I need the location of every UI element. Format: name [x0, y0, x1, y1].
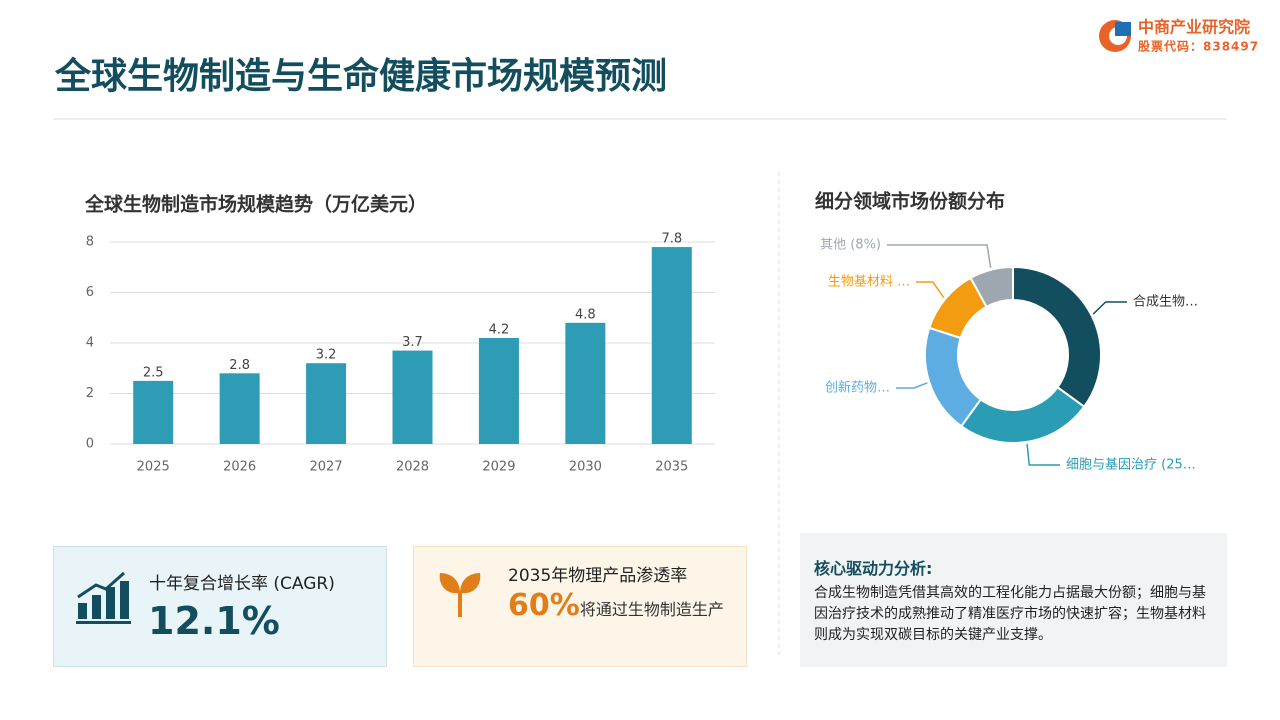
- sprout-icon: [439, 573, 481, 617]
- x-tick-label: 2025: [137, 460, 170, 475]
- card-label: 2035年物理产品渗透率: [508, 566, 688, 586]
- bar: [392, 350, 433, 444]
- card-text: 将通过生物制造生产: [579, 600, 724, 619]
- logo-code: 股票代码：838497: [1138, 39, 1259, 54]
- value-label: 7.8: [661, 232, 682, 247]
- y-tick-label: 0: [86, 437, 94, 452]
- value-label: 3.2: [316, 348, 337, 363]
- slice-label: 创新药物…: [825, 380, 890, 396]
- value-label: 2.8: [229, 358, 250, 373]
- bar: [306, 363, 347, 444]
- bar: [651, 247, 692, 444]
- slice-label: 生物基材料 …: [828, 275, 910, 290]
- analysis-title: 核心驱动力分析:: [814, 559, 933, 578]
- bar-title: 全球生物制造市场规模趋势（万亿美元）: [84, 193, 427, 216]
- x-tick-label: 2026: [223, 460, 256, 475]
- card-body: 60%将通过生物制造生产: [508, 591, 733, 625]
- bar: [219, 373, 260, 444]
- x-tick-label: 2027: [310, 460, 343, 475]
- leader-line: [1026, 443, 1060, 466]
- donut-slice: [924, 326, 983, 428]
- analysis-card: 核心驱动力分析: 合成生物制造凭借其高效的工程化能力占据最大份额；细胞与基因治疗…: [800, 533, 1227, 667]
- donut-slice: [959, 385, 1086, 444]
- penetration-card: 2035年物理产品渗透率 60%将通过生物制造生产: [413, 546, 747, 667]
- y-tick-label: 8: [86, 235, 94, 250]
- logo-mark-block: [1115, 22, 1131, 36]
- slice-label: 合成生物…: [1133, 295, 1198, 310]
- slice-label: 细胞与基因治疗 (25…: [1066, 458, 1196, 473]
- bar: [133, 380, 174, 444]
- leader-line: [916, 281, 945, 299]
- y-tick-label: 4: [86, 336, 94, 351]
- card-value: 12.1%: [148, 599, 280, 643]
- pie-title: 细分领域市场份额分布: [815, 190, 1005, 213]
- value-label: 3.7: [402, 335, 423, 350]
- y-tick-label: 6: [86, 285, 94, 300]
- leader-line: [896, 382, 928, 389]
- card-value: 60%: [508, 588, 580, 623]
- x-tick-label: 2029: [482, 460, 515, 475]
- leader-line: [887, 244, 992, 268]
- donut-slice: [1012, 265, 1102, 409]
- bar: [478, 337, 519, 444]
- x-tick-label: 2030: [569, 460, 602, 475]
- donut-slice: [969, 265, 1014, 309]
- analysis-text: 合成生物制造凭借其高效的工程化能力占据最大份额；细胞与基因治疗技术的成熟推动了精…: [814, 585, 1206, 643]
- x-tick-label: 2028: [396, 460, 429, 475]
- bar: [565, 322, 606, 444]
- card-label: 十年复合增长率 (CAGR): [149, 574, 335, 594]
- leader-line: [1092, 301, 1127, 315]
- value-label: 4.2: [489, 322, 510, 337]
- value-label: 2.5: [143, 365, 164, 380]
- x-tick-label: 2035: [655, 460, 688, 475]
- value-label: 4.8: [575, 307, 596, 322]
- cagr-card: 十年复合增长率 (CAGR) 12.1%: [53, 546, 387, 667]
- page-title: 全球生物制造与生命健康市场规模预测: [54, 55, 667, 97]
- chart-icon: [76, 571, 131, 624]
- slice-label: 其他 (8%): [820, 238, 881, 253]
- y-tick-label: 2: [86, 386, 94, 401]
- logo-name: 中商产业研究院: [1138, 18, 1250, 37]
